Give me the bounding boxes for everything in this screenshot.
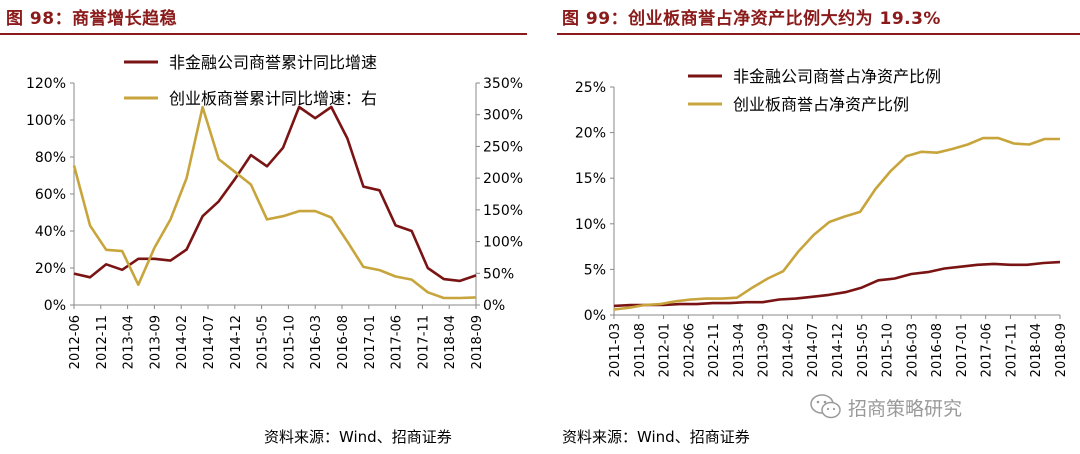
x-tick-label: 2014-02 [781,323,796,377]
x-tick-label: 2013-04 [732,323,747,377]
right-chart: 0% 5% 10% 15% 20% 25% 2011-03 2011-08 2012-01 201… [575,67,1069,377]
x-tick-label: 2018-04 [443,315,458,369]
right-figure-title: 图 99：创业板商誉占净资产比例大约为 19.3% [562,9,941,29]
x-tick-label: 2017-11 [416,315,431,369]
x-tick-label: 2017-11 [1004,323,1019,377]
x-tick-label: 2013-09 [148,315,163,369]
x-tick-label: 2012-06 [682,323,697,377]
x-tick-label: 2011-03 [608,323,623,377]
x-tick-label: 2017-01 [955,323,970,377]
legend-label: 创业板商誉占净资产比例 [733,95,909,114]
x-tick-label: 2015-10 [881,323,896,377]
y-tick-label: 20% [575,126,606,142]
watermark: 招商策略研究 [810,388,1080,426]
legend-label: 非金融公司商誉累计同比增速 [169,53,377,72]
watermark-text: 招商策略研究 [848,397,963,420]
x-tick-label: 2014-12 [831,323,846,377]
y-left-tick-label: 80% [35,150,66,166]
y-right-tick-label: 350% [483,76,523,92]
series-line-nonfinancial-goodwill-ratio [613,260,1061,308]
x-tick-label: 2012-11 [707,323,722,377]
series-line-gem-goodwill-growth [72,105,477,300]
y-left-tick-label: 100% [26,113,66,129]
series-line-nonfinancial-goodwill-growth [73,105,477,283]
y-left-tick-label: 20% [35,261,66,277]
y-tick-label: 10% [575,217,606,233]
y-right-tick-label: 300% [483,108,523,124]
y-right-tick-label: 0% [483,298,505,314]
y-right-tick-label: 250% [483,139,523,155]
legend-label: 非金融公司商誉占净资产比例 [733,67,941,86]
x-tick-label: 2016-03 [309,315,324,369]
x-tick-label: 2012-01 [658,323,673,377]
x-tick-label: 2012-06 [68,315,83,369]
x-tick-label: 2018-09 [1054,323,1069,377]
x-tick-label: 2014-12 [229,315,244,369]
right-title-rule [557,33,1080,35]
y-tick-label: 5% [584,262,606,278]
y-left-tick-label: 120% [26,76,66,92]
x-tick-label: 2014-07 [806,323,821,377]
x-tick-label: 2013-09 [757,323,772,377]
left-figure-title: 图 98：商誉增长趋稳 [6,9,178,29]
y-tick-label: 15% [575,171,606,187]
right-source: 资料来源：Wind、招商证券 [562,428,750,446]
y-right-tick-label: 100% [483,235,523,251]
x-tick-label: 2018-04 [1029,323,1044,377]
x-tick-label: 2017-06 [390,315,405,369]
x-tick-label: 2012-11 [95,315,110,369]
left-source: 资料来源：Wind、招商证券 [264,428,452,446]
x-tick-label: 2017-06 [980,323,995,377]
y-right-tick-label: 200% [483,171,523,187]
x-tick-label: 2015-05 [256,315,271,369]
y-left-tick-label: 40% [35,224,66,240]
x-tick-label: 2015-10 [282,315,297,369]
left-title-rule [0,33,527,35]
wechat-icon [810,394,841,419]
x-tick-label: 2013-04 [122,315,137,369]
legend-label: 创业板商誉累计同比增速：右 [169,89,377,108]
x-tick-label: 2017-01 [363,315,378,369]
y-right-tick-label: 50% [483,266,514,282]
x-tick-label: 2016-08 [336,315,351,369]
x-tick-label: 2016-08 [930,323,945,377]
y-tick-label: 25% [575,80,606,96]
x-tick-label: 2014-07 [202,315,217,369]
y-tick-label: 0% [584,308,606,324]
x-tick-label: 2015-05 [856,323,871,377]
y-left-tick-label: 60% [35,187,66,203]
series-line-gem-goodwill-ratio [613,136,1060,311]
y-left-tick-label: 0% [44,298,66,314]
x-tick-label: 2018-09 [470,315,485,369]
y-right-tick-label: 150% [483,203,523,219]
x-tick-label: 2016-03 [905,323,920,377]
x-tick-label: 2011-08 [633,323,648,377]
left-chart: 0% 20% 40% 60% 80% 100% 120% 0% 50% 100% 150% 200% 2… [26,53,523,369]
x-tick-label: 2014-02 [175,315,190,369]
